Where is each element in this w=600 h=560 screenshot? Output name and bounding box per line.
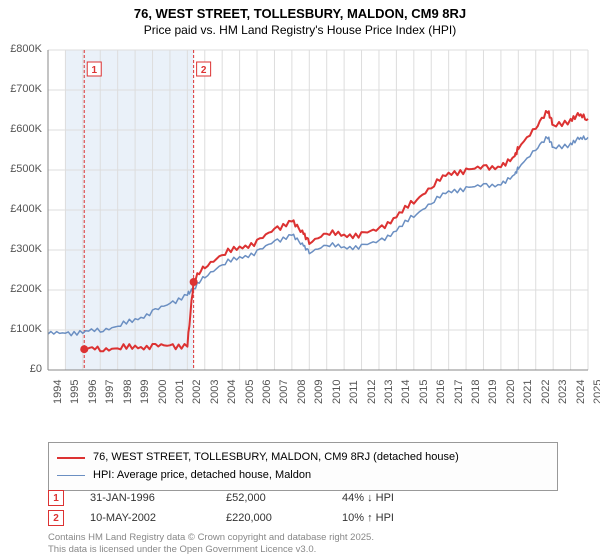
x-tick-label: 2007: [278, 380, 290, 404]
y-tick-label: £500K: [2, 163, 42, 175]
x-tick-label: 2009: [313, 380, 325, 404]
marker-price: £52,000: [226, 492, 316, 504]
x-tick-label: 2013: [383, 380, 395, 404]
marker-badge: 1: [48, 490, 64, 506]
marker-date: 10-MAY-2002: [90, 512, 200, 524]
x-tick-label: 2000: [157, 380, 169, 404]
x-tick-label: 2024: [575, 380, 587, 404]
x-tick-label: 2011: [348, 380, 360, 404]
legend-swatch: [57, 475, 85, 477]
x-tick-label: 2005: [244, 380, 256, 404]
x-tick-label: 2003: [209, 380, 221, 404]
marker-delta: 10% ↑ HPI: [342, 512, 432, 524]
marker-row: 1 31-JAN-1996 £52,000 44% ↓ HPI: [48, 490, 432, 506]
y-tick-label: £200K: [2, 283, 42, 295]
y-tick-label: £700K: [2, 83, 42, 95]
x-tick-label: 2010: [331, 380, 343, 404]
x-tick-label: 1999: [139, 380, 151, 404]
legend-label: HPI: Average price, detached house, Mald…: [93, 467, 311, 485]
x-tick-label: 1995: [69, 380, 81, 404]
legend-label: 76, WEST STREET, TOLLESBURY, MALDON, CM9…: [93, 449, 459, 467]
x-tick-label: 2001: [174, 380, 186, 404]
x-tick-label: 2025: [592, 380, 600, 404]
x-tick-label: 2014: [400, 380, 412, 404]
x-tick-label: 2015: [418, 380, 430, 404]
x-tick-label: 2019: [487, 380, 499, 404]
x-tick-label: 2002: [191, 380, 203, 404]
x-tick-label: 2018: [470, 380, 482, 404]
sale-markers: 1 31-JAN-1996 £52,000 44% ↓ HPI 2 10-MAY-2002…: [48, 490, 432, 530]
y-tick-label: £600K: [2, 123, 42, 135]
x-tick-label: 1997: [104, 380, 116, 404]
x-tick-label: 2017: [453, 380, 465, 404]
marker-delta: 44% ↓ HPI: [342, 492, 432, 504]
x-tick-label: 2021: [522, 380, 534, 404]
x-tick-label: 2012: [366, 380, 378, 404]
y-tick-label: £300K: [2, 243, 42, 255]
x-tick-label: 2006: [261, 380, 273, 404]
y-tick-label: £0: [2, 363, 42, 375]
legend-row: HPI: Average price, detached house, Mald…: [57, 467, 549, 485]
x-tick-label: 2016: [435, 380, 447, 404]
legend-row: 76, WEST STREET, TOLLESBURY, MALDON, CM9…: [57, 449, 549, 467]
x-tick-label: 2008: [296, 380, 308, 404]
marker-price: £220,000: [226, 512, 316, 524]
x-tick-label: 2020: [505, 380, 517, 404]
footer-line-1: Contains HM Land Registry data © Crown c…: [48, 532, 374, 544]
chart-title: 76, WEST STREET, TOLLESBURY, MALDON, CM9…: [0, 0, 600, 23]
chart-area: 12 £0£100K£200K£300K£400K£500K£600K£700K…: [0, 42, 600, 422]
x-tick-label: 2022: [540, 380, 552, 404]
x-tick-label: 1994: [52, 380, 64, 404]
svg-text:2: 2: [201, 65, 207, 76]
y-tick-label: £100K: [2, 323, 42, 335]
legend: 76, WEST STREET, TOLLESBURY, MALDON, CM9…: [48, 442, 558, 491]
x-tick-label: 1998: [122, 380, 134, 404]
legend-swatch: [57, 457, 85, 459]
marker-row: 2 10-MAY-2002 £220,000 10% ↑ HPI: [48, 510, 432, 526]
chart-subtitle: Price paid vs. HM Land Registry's House …: [0, 23, 600, 41]
x-tick-label: 1996: [87, 380, 99, 404]
marker-badge: 2: [48, 510, 64, 526]
y-tick-label: £800K: [2, 43, 42, 55]
x-tick-label: 2004: [226, 380, 238, 404]
footer-attribution: Contains HM Land Registry data © Crown c…: [48, 532, 374, 556]
price-chart-svg: 12: [0, 42, 600, 422]
y-tick-label: £400K: [2, 203, 42, 215]
x-tick-label: 2023: [557, 380, 569, 404]
footer-line-2: This data is licensed under the Open Gov…: [48, 544, 374, 556]
svg-text:1: 1: [91, 65, 97, 76]
marker-date: 31-JAN-1996: [90, 492, 200, 504]
